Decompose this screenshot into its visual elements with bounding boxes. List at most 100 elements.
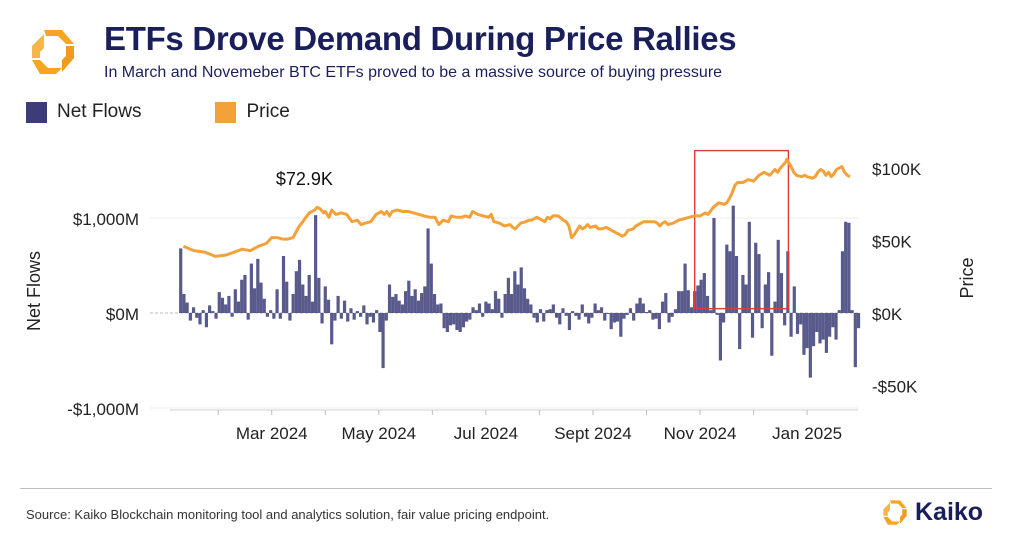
net-flow-bar [448,313,453,326]
brand-logo: Kaiko [880,497,983,527]
net-flow-bar [625,313,629,315]
net-flow-bar [715,313,719,315]
net-flow-bar [278,313,282,319]
net-flow-bar [314,215,318,313]
right-axis-tick-label: $0K [872,305,903,324]
x-axis-tick-label: Mar 2024 [236,424,308,443]
net-flow-bar [853,313,857,368]
net-flow-bar [455,313,459,331]
net-flow-bar [747,221,751,313]
net-flow-bar [252,288,257,313]
net-flow-bar [487,303,491,313]
legend-label-net-flows: Net Flows [57,101,142,122]
net-flow-bar [301,284,305,313]
net-flow-bar [185,302,189,313]
x-axis-tick-label: Jan 2025 [772,424,842,443]
net-flow-bar [789,313,793,337]
source-note: Source: Kaiko Blockchain monitoring tool… [26,507,550,522]
net-flow-bar [847,222,851,313]
net-flow-bar [702,273,706,313]
net-flow-bar [214,313,218,319]
legend-item-net-flows[interactable]: Net Flows [26,101,141,123]
net-flow-bar [538,309,543,313]
net-flow-bar [522,288,527,313]
net-flow-bar [699,279,703,313]
net-flow-bar [259,282,263,313]
net-flow-bar [632,313,636,321]
net-flow-bar [349,308,353,313]
net-flow-bar [375,310,379,313]
net-flow-bar [535,313,539,323]
net-flow-bar [837,310,841,313]
net-flow-bar [612,313,616,323]
net-flow-bar [616,313,620,322]
net-flow-bar [211,311,215,313]
x-axis-tick-label: Sept 2024 [554,424,632,443]
net-flow-bar [439,303,443,313]
net-flow-bar [516,284,520,313]
net-flow-bar [760,313,764,329]
net-flow-bar [394,294,398,313]
net-flow-bar [471,307,475,313]
net-flow-bar [420,293,424,313]
net-flow-bar [336,295,340,313]
net-flow-bar [474,310,478,313]
legend-item-price[interactable]: Price [215,101,290,123]
net-flow-bar [654,313,658,319]
net-flow-bar [339,313,343,319]
net-flow-bar [320,313,324,324]
net-flow-bar [567,313,572,331]
net-flow-bar [342,300,347,313]
net-flow-bar [297,259,302,313]
net-flow-bar [542,313,546,322]
net-flow-bar [381,313,385,369]
axes-layer: $72.9K $1,000M $0M -$1,000M $100K $50K $0K -$50… [24,160,977,443]
net-flow-bar [680,291,684,313]
net-flow-bar [407,280,411,313]
net-flow-bar [628,308,633,313]
net-flow-bar [291,294,295,313]
net-flow-bar [821,313,825,340]
net-flow-bar [452,313,456,325]
net-flow-bar [220,297,225,313]
net-flow-bar [240,279,244,313]
flows-price-chart: $72.9K $1,000M $0M -$1,000M $100K $50K $0K -$50… [24,149,977,443]
net-flow-bar [651,313,655,320]
net-flow-bar [497,298,501,313]
net-flow-bar [795,313,800,334]
net-flow-bar [590,313,594,318]
net-flow-bar [818,313,822,344]
net-flow-bar [413,289,417,313]
net-flow-bar [391,296,395,313]
net-flow-bar [641,303,645,313]
net-flow-bar [548,309,552,313]
net-flow-bar [657,313,661,330]
net-flow-bar [493,291,498,313]
net-flow-bar [664,293,668,313]
left-axis-tick-label: $0M [106,305,139,324]
x-axis-tick-label: May 2024 [341,424,416,443]
net-flow-bar [728,251,732,313]
net-flow-bar [423,286,427,313]
net-flow-bar [246,313,250,320]
net-flow-bar [554,313,559,318]
kaiko-brand-icon [883,500,907,525]
net-flow-bar [824,313,829,353]
net-flow-bar [580,304,584,313]
net-flow-bar [766,272,771,313]
footer-divider [20,488,992,489]
net-flow-bar [465,313,469,322]
net-flow-bar [722,313,726,323]
net-flow-bar [644,312,649,313]
net-flow-bar [352,313,356,320]
net-flow-bar [458,313,462,332]
net-flow-bar [275,289,279,313]
net-flow-bar [596,310,600,313]
net-flow-bar [362,305,366,313]
net-flow-bar [330,313,334,345]
net-flow-bar [403,291,408,313]
legend-swatch-net-flows [26,101,47,123]
net-flow-bar [609,313,613,330]
net-flow-bar [359,313,363,317]
net-flow-bar [599,307,604,313]
